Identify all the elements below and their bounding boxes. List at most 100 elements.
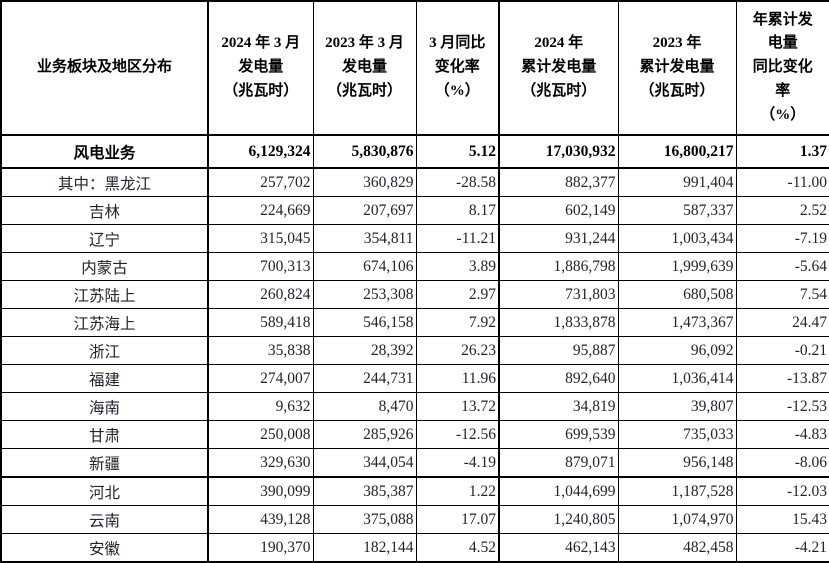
region-cell: 其中：黑龙江 [0,167,209,197]
value-cell: 244,731 [312,364,417,393]
value-cell: -4.19 [415,448,500,478]
value-cell: 17.07 [415,505,500,534]
value-cell: -4.83 [735,420,829,449]
table-body: 风电业务 6,129,324 5,830,876 5.12 17,030,932 16,8… [0,134,829,563]
value-cell: 224,669 [207,196,314,225]
value-cell: 1.37 [735,134,829,169]
value-cell: 96,092 [617,336,737,365]
value-cell: 892,640 [498,364,619,393]
value-cell: -11.00 [735,167,829,197]
region-cell: 河北 [0,476,209,506]
col-header-2023-march: 2023 年 3 月 发电量 （兆瓦时） [312,0,417,136]
value-cell: 35,838 [207,336,314,365]
table-row: 吉林 224,669 207,697 8.17 602,149 587,337 2.52 [0,196,829,225]
value-cell: 882,377 [498,167,619,197]
table-row: 甘肃 250,008 285,926 -12.56 699,539 735,033 -4.8… [0,420,829,449]
value-cell: 8,470 [312,392,417,421]
value-cell: 5,830,876 [312,134,417,169]
col-header-2023-cumulative: 2023 年 累计发电量 （兆瓦时） [617,0,737,136]
value-cell: 182,144 [312,533,417,563]
col-header-cumulative-yoy: 年累计发 电量 同比变化 率 （%） [735,0,829,136]
value-cell: 587,337 [617,196,737,225]
value-cell: 28,392 [312,336,417,365]
value-cell: 991,404 [617,167,737,197]
value-cell: 462,143 [498,533,619,563]
value-cell: 15.43 [735,505,829,534]
value-cell: 95,887 [498,336,619,365]
value-cell: -28.58 [415,167,500,197]
table-row: 新疆 329,630 344,054 -4.19 879,071 956,148 -8.06 [0,448,829,478]
region-cell: 内蒙古 [0,252,209,281]
value-cell: 680,508 [617,280,737,309]
region-cell: 甘肃 [0,420,209,449]
value-cell: 735,033 [617,420,737,449]
table-row: 海南 9,632 8,470 13.72 34,819 39,807 -12.53 [0,392,829,421]
value-cell: 1,187,528 [617,476,737,506]
value-cell: 11.96 [415,364,500,393]
region-cell: 风电业务 [0,134,209,169]
table-row: 其中：黑龙江 257,702 360,829 -28.58 882,377 991,404… [0,167,829,197]
value-cell: 257,702 [207,167,314,197]
region-cell: 吉林 [0,196,209,225]
value-cell: -4.21 [735,533,829,563]
value-cell: 190,370 [207,533,314,563]
value-cell: -5.64 [735,252,829,281]
value-cell: 3.89 [415,252,500,281]
region-cell: 新疆 [0,448,209,478]
value-cell: 354,811 [312,224,417,253]
value-cell: 1,240,805 [498,505,619,534]
value-cell: 250,008 [207,420,314,449]
value-cell: 7.92 [415,308,500,337]
value-cell: 375,088 [312,505,417,534]
value-cell: 1.22 [415,476,500,506]
col-header-region: 业务板块及地区分布 [0,0,209,136]
value-cell: 731,803 [498,280,619,309]
value-cell: 1,036,414 [617,364,737,393]
value-cell: -0.21 [735,336,829,365]
value-cell: 39,807 [617,392,737,421]
value-cell: -13.87 [735,364,829,393]
value-cell: 482,458 [617,533,737,563]
col-header-march-yoy: 3 月同比 变化率 （%） [415,0,500,136]
value-cell: -12.53 [735,392,829,421]
value-cell: 546,158 [312,308,417,337]
table-row: 安徽 190,370 182,144 4.52 462,143 482,458 -4.21 [0,533,829,563]
value-cell: 1,886,798 [498,252,619,281]
value-cell: 360,829 [312,167,417,197]
value-cell: 1,003,434 [617,224,737,253]
table-row: 福建 274,007 244,731 11.96 892,640 1,036,414 -13… [0,364,829,393]
value-cell: 385,387 [312,476,417,506]
header-row: 业务板块及地区分布 2024 年 3 月 发电量 （兆瓦时） 2023 年 3 … [0,0,829,136]
value-cell: 5.12 [415,134,500,169]
value-cell: 24.47 [735,308,829,337]
value-cell: 879,071 [498,448,619,478]
value-cell: 34,819 [498,392,619,421]
value-cell: -8.06 [735,448,829,478]
value-cell: 7.54 [735,280,829,309]
value-cell: 260,824 [207,280,314,309]
value-cell: 2.52 [735,196,829,225]
value-cell: 2.97 [415,280,500,309]
value-cell: 931,244 [498,224,619,253]
value-cell: 344,054 [312,448,417,478]
value-cell: -11.21 [415,224,500,253]
table-row: 内蒙古 700,313 674,106 3.89 1,886,798 1,999,639-… [0,252,829,281]
table-row: 辽宁 315,045 354,811 -11.21 931,244 1,003,434 -7… [0,224,829,253]
value-cell: 699,539 [498,420,619,449]
value-cell: 1,473,367 [617,308,737,337]
value-cell: 329,630 [207,448,314,478]
value-cell: -12.03 [735,476,829,506]
value-cell: 285,926 [312,420,417,449]
col-header-2024-march: 2024 年 3 月 发电量 （兆瓦时） [207,0,314,136]
value-cell: 1,074,970 [617,505,737,534]
value-cell: 274,007 [207,364,314,393]
value-cell: 390,099 [207,476,314,506]
table-row: 河北 390,099 385,387 1.22 1,044,699 1,187,528 -1… [0,476,829,506]
value-cell: 1,833,878 [498,308,619,337]
value-cell: 1,999,639 [617,252,737,281]
value-cell: 589,418 [207,308,314,337]
region-cell: 海南 [0,392,209,421]
col-header-2024-cumulative: 2024 年 累计发电量 （兆瓦时） [498,0,619,136]
summary-row-wind-power: 风电业务 6,129,324 5,830,876 5.12 17,030,932 16,8… [0,134,829,169]
value-cell: 9,632 [207,392,314,421]
